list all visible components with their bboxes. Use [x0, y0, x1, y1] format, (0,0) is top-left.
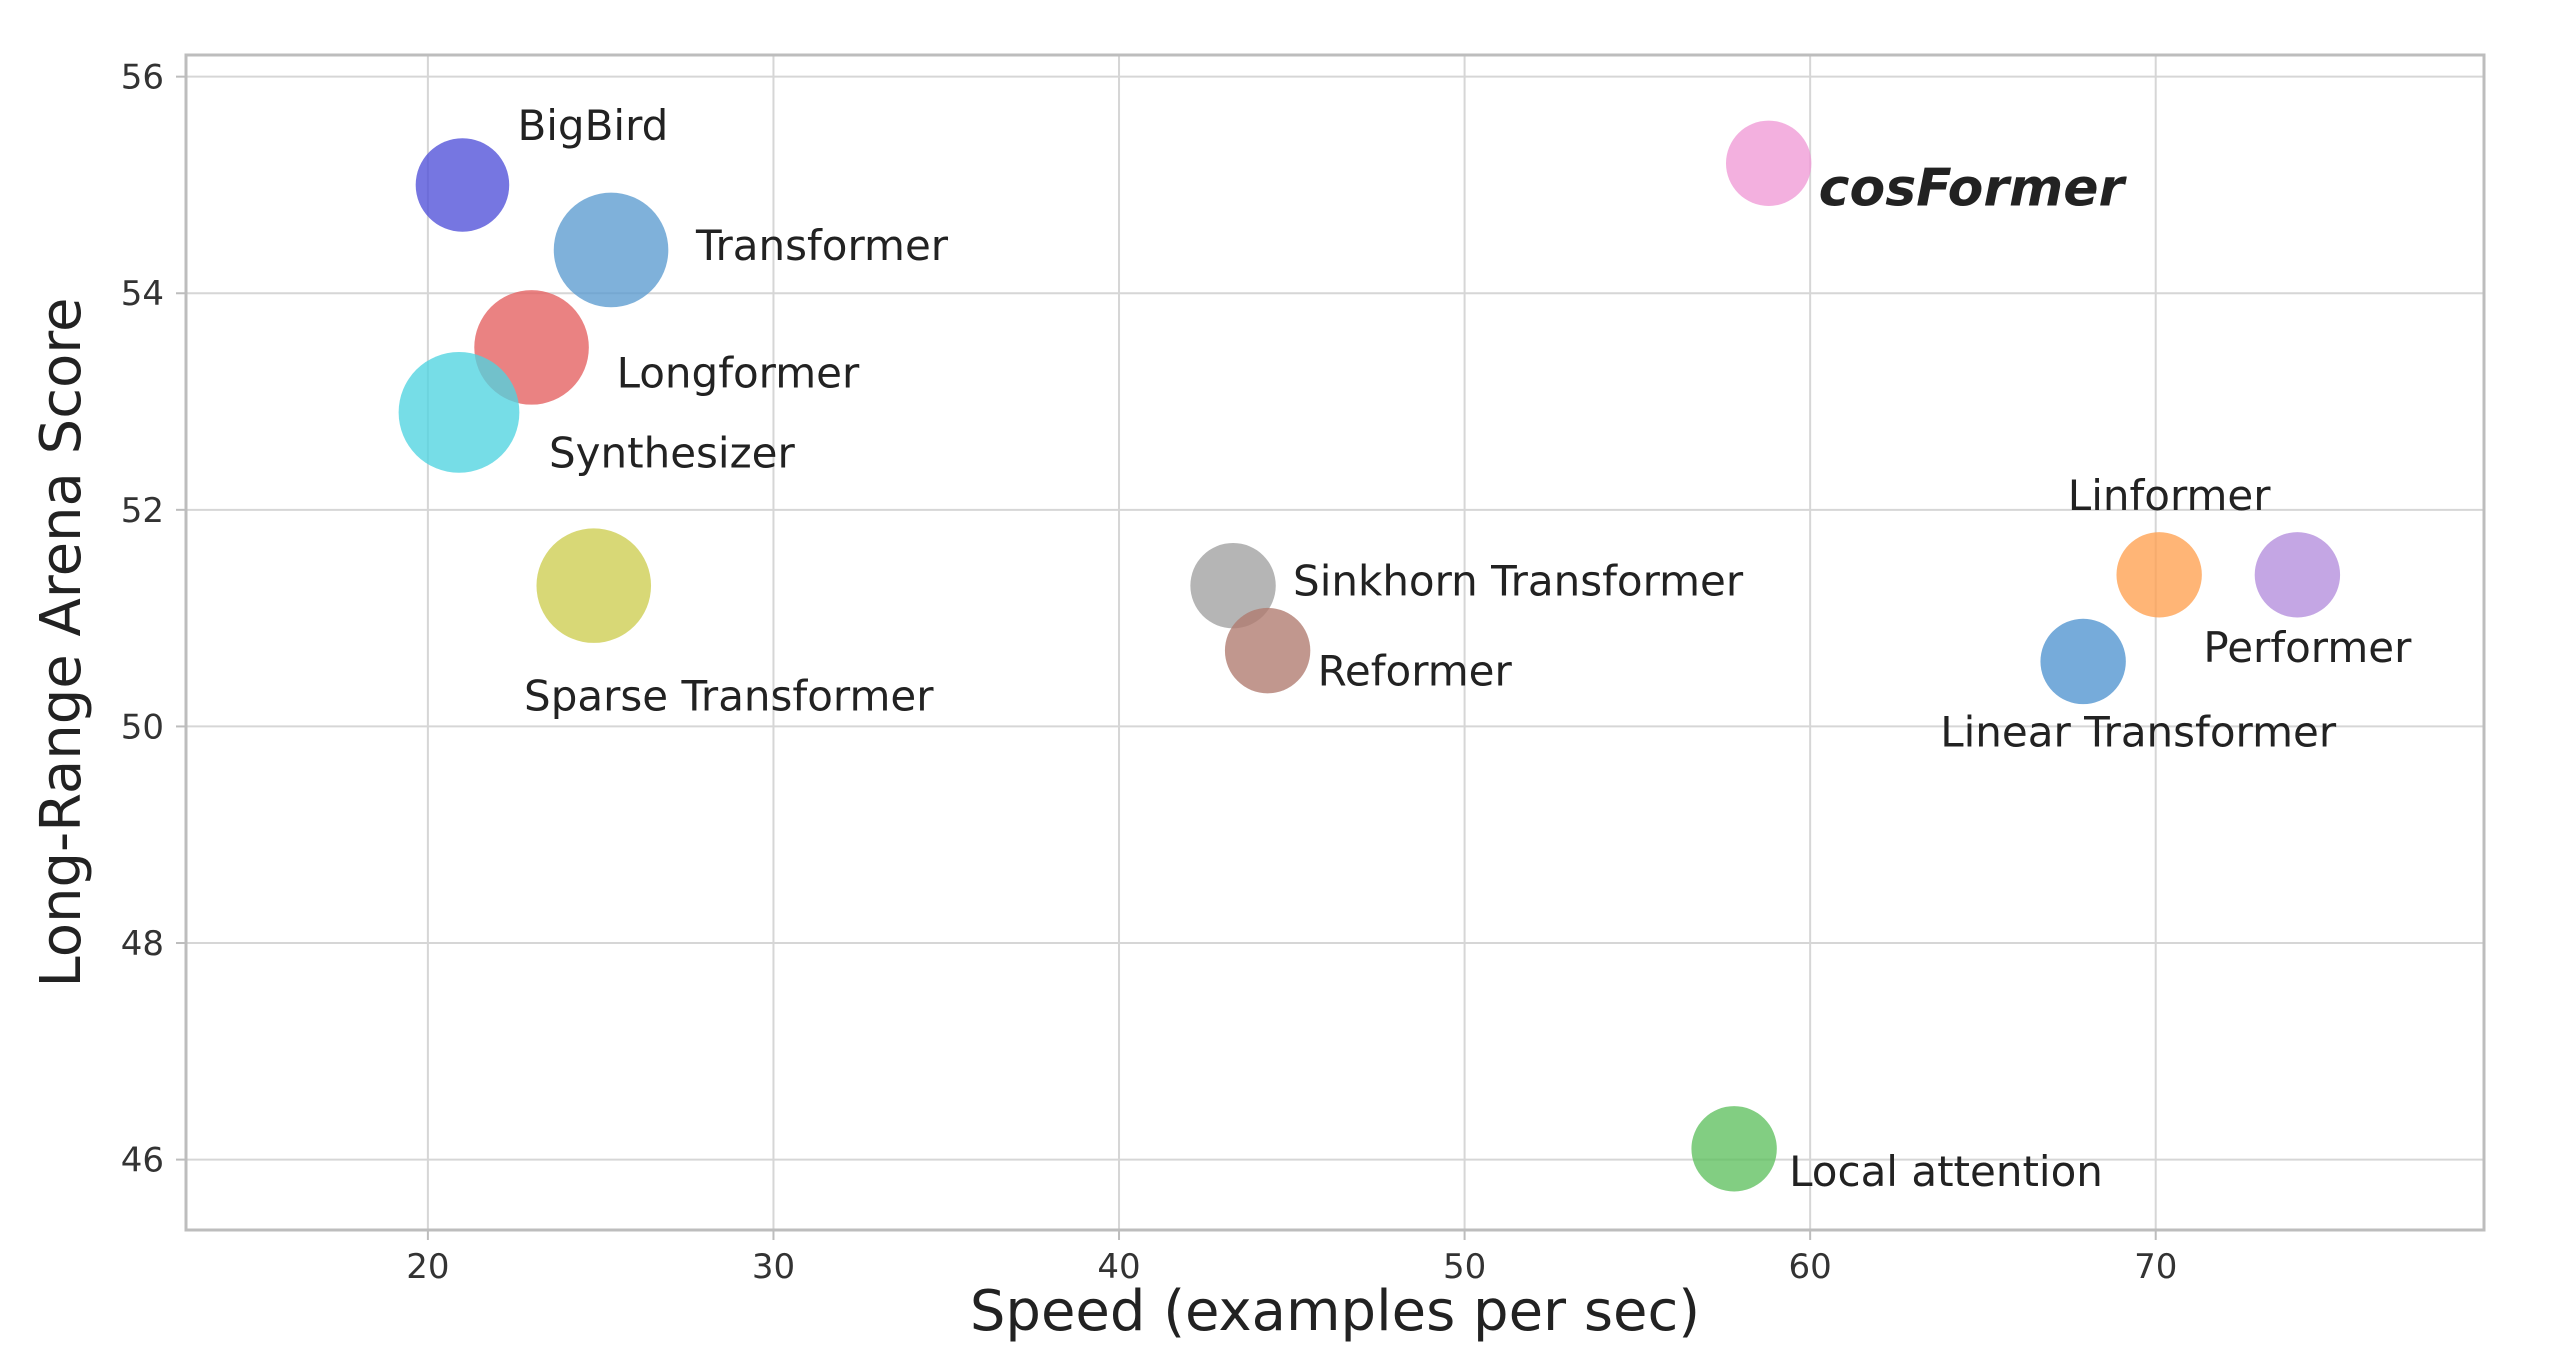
y-tick-label: 56: [121, 58, 164, 98]
label-sparse-transformer: Sparse Transformer: [524, 672, 934, 721]
y-axis-label: Long-Range Arena Score: [29, 297, 94, 987]
bubble-bigbird: [415, 138, 510, 232]
label-cosformer: cosFormer: [1819, 158, 2128, 218]
x-tick-label: 70: [2134, 1247, 2177, 1287]
grid: [186, 55, 2484, 1230]
bubble-transformer: [553, 192, 669, 308]
label-linear-transformer: Linear Transformer: [1940, 707, 2337, 756]
label-performer: Performer: [2203, 623, 2412, 672]
x-tick-label: 30: [752, 1247, 795, 1287]
bubble-linear-transformer: [2040, 618, 2126, 705]
bubble-sinkhorn-transformer: [1190, 542, 1276, 629]
plot-frame: [184, 53, 2486, 1232]
bubble-synthesizer: [398, 351, 520, 473]
label-sinkhorn-transformer: Sinkhorn Transformer: [1293, 557, 1744, 606]
y-tick-label: 46: [121, 1141, 164, 1181]
x-tick-label: 40: [1097, 1247, 1140, 1287]
y-tick-label: 52: [121, 491, 164, 531]
bubble-cosformer: [1725, 120, 1812, 206]
x-axis-label: Speed (examples per sec): [970, 1279, 1700, 1344]
label-transformer: Transformer: [695, 221, 949, 270]
x-tick-label: 20: [406, 1247, 449, 1287]
label-linformer: Linformer: [2068, 471, 2271, 520]
label-longformer: Longformer: [617, 348, 860, 397]
axis-ticks: 20 30 40 50 60 70 46 48 50 52 54 56: [121, 58, 2178, 1287]
data-points: [398, 120, 2341, 1192]
bubble-performer: [2254, 532, 2341, 618]
label-synthesizer: Synthesizer: [549, 428, 795, 477]
bubble-linformer: [2116, 532, 2202, 618]
label-local-attention: Local attention: [1789, 1147, 2103, 1196]
bubble-local-attention: [1691, 1106, 1777, 1192]
y-tick-label: 48: [121, 924, 164, 964]
label-reformer: Reformer: [1318, 647, 1513, 696]
label-bigbird: BigBird: [517, 101, 668, 150]
y-tick-label: 54: [121, 274, 164, 314]
x-tick-label: 60: [1789, 1247, 1832, 1287]
y-tick-label: 50: [121, 707, 164, 747]
bubble-sparse-transformer: [536, 528, 652, 643]
x-tick-label: 50: [1443, 1247, 1486, 1287]
bubble-reformer: [1224, 607, 1311, 694]
point-labels: BigBird Transformer Longformer Synthesizer S…: [517, 101, 2412, 1196]
